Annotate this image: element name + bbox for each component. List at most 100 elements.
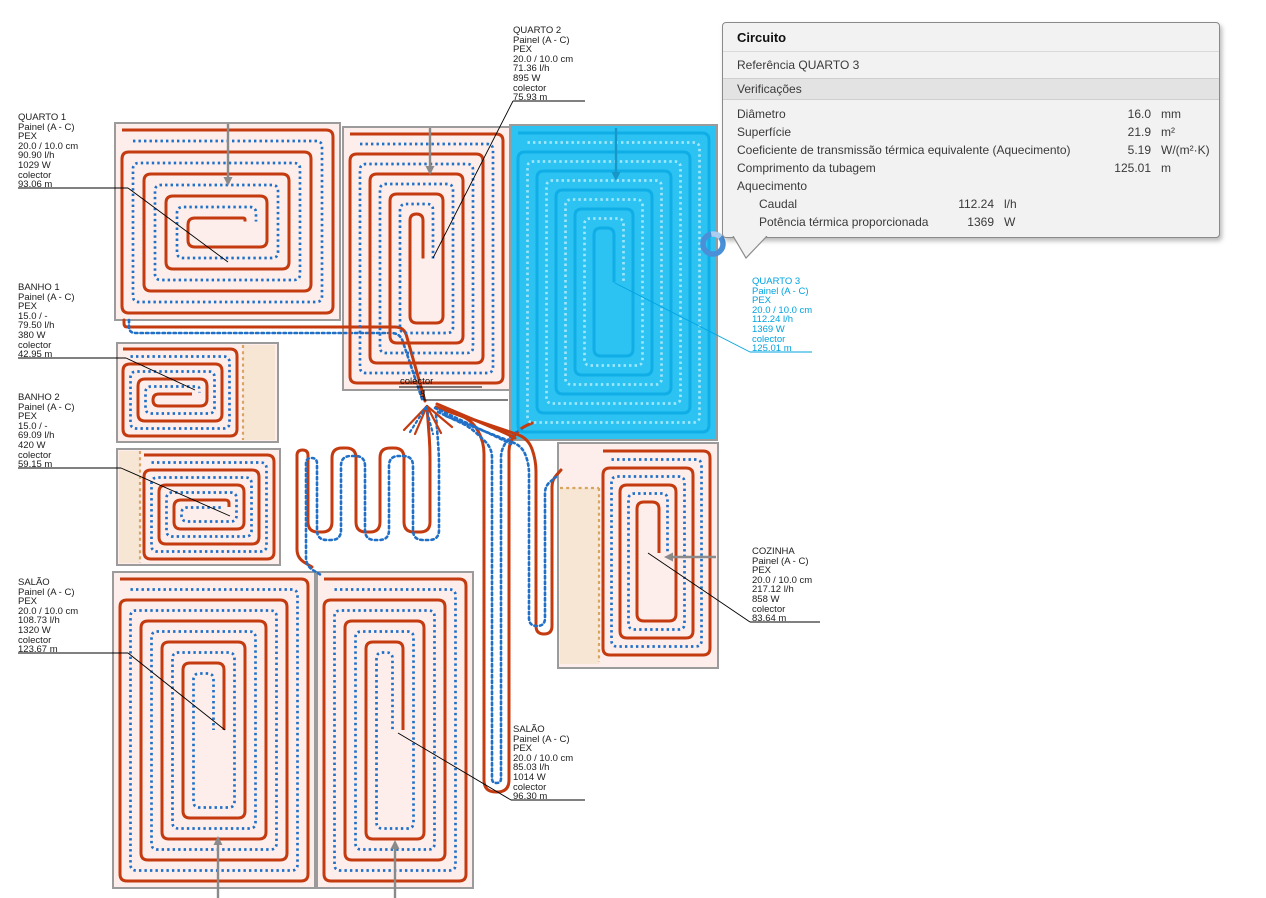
flow-arrow-head	[390, 840, 400, 849]
return-spiral-banho1	[129, 355, 231, 430]
return-pipe	[424, 405, 435, 436]
panel-row-value: 16.0	[1127, 107, 1151, 121]
room-label-salao-1[interactable]: SALÃO Painel (A - C) PEX 20.0 / 10.0 cm 108.…	[18, 578, 78, 655]
panel-row-value: 112.24	[958, 197, 994, 211]
room-label-line: 15.0 / -	[18, 420, 48, 432]
flow-arrow-head	[664, 552, 673, 562]
room-label-quarto-3[interactable]: QUARTO 3 Painel (A - C) PEX 20.0 / 10.0 cm 1…	[752, 277, 812, 354]
room-banho2[interactable]	[116, 448, 281, 566]
panel-row-value: 5.19	[1127, 143, 1151, 157]
supply-spiral-quarto2	[348, 132, 505, 385]
reference-label: Referência	[737, 58, 796, 72]
room-label-line: colector	[513, 781, 547, 793]
room-label-line: QUARTO 2	[513, 25, 562, 36]
panel-row-value: 1369	[967, 215, 994, 229]
room-label-line: 59.15 m	[18, 459, 53, 471]
room-label-line: PEX	[513, 743, 533, 755]
room-label-line: Painel (A - C)	[18, 401, 75, 413]
supply-pipe	[295, 405, 432, 569]
room-label-line: PEX	[18, 131, 38, 143]
collector-number[interactable]: 8	[420, 389, 426, 400]
flow-arrow-head	[425, 166, 435, 175]
return-spiral-quarto1	[131, 139, 324, 304]
panel-row-unit: mm	[1161, 107, 1181, 121]
return-spiral-quarto3	[526, 141, 701, 424]
collector-label[interactable]: colector	[400, 376, 434, 387]
room-label-line: 69.09 l/h	[18, 430, 55, 442]
room-label-line: BANHO 2	[18, 392, 60, 403]
panel-row-unit: m	[1161, 161, 1171, 175]
room-label-line: 93.06 m	[18, 179, 53, 191]
collector-bracket	[423, 390, 508, 401]
return-pipe	[127, 318, 425, 404]
room-label-line: Painel (A - C)	[752, 555, 809, 567]
supply-spiral-quarto1	[120, 128, 335, 315]
leader-line	[397, 732, 512, 801]
return-spiral-salao2	[333, 588, 457, 872]
leader-line	[127, 187, 229, 263]
leader-line	[432, 100, 514, 259]
room-label-line: 1369 W	[752, 323, 785, 335]
room-label-line: 20.0 / 10.0 cm	[752, 574, 813, 586]
panel-tail-pointer	[732, 236, 768, 259]
return-pipe	[304, 413, 441, 577]
flow-arrow-head	[213, 836, 223, 845]
panel-rows: Diâmetro 16.0 mm Superfície 21.9 m² Coeficient…	[723, 105, 1219, 177]
supply-spiral-banho1	[121, 347, 239, 438]
room-label-line: colector	[18, 339, 52, 351]
panel-row-label: Superfície	[737, 125, 792, 139]
supply-spiral-cozinha	[601, 449, 712, 657]
panel-subrows: Caudal 112.24 l/h Potência térmica proporci…	[723, 195, 1219, 231]
room-label-line: colector	[18, 169, 52, 181]
return-spiral-salao1	[129, 588, 299, 872]
panel-row-label: Potência térmica proporcionada	[759, 215, 929, 229]
room-label-line: 217.12 l/h	[752, 584, 794, 596]
room-label-line: PEX	[18, 411, 38, 423]
room-label-line: PEX	[752, 295, 772, 307]
room-label-line: 20.0 / 10.0 cm	[513, 752, 574, 764]
unheated-zone	[243, 345, 275, 440]
room-label-line: PEX	[18, 301, 38, 313]
supply-spiral-salao2	[322, 577, 468, 883]
supply-pipe	[425, 404, 454, 429]
room-label-banho-2[interactable]: BANHO 2 Painel (A - C) PEX 15.0 / -69.09 l/…	[18, 393, 75, 470]
leader-line	[125, 357, 196, 391]
room-label-line: 90.90 l/h	[18, 150, 55, 162]
room-label-quarto-1[interactable]: QUARTO 1 Painel (A - C) PEX 20.0 / 10.0 cm 9…	[18, 113, 78, 190]
room-label-line: 420 W	[18, 439, 46, 451]
room-label-line: 20.0 / 10.0 cm	[752, 304, 813, 316]
room-label-line: 1014 W	[513, 771, 546, 783]
room-label-line: 895 W	[513, 72, 541, 84]
panel-row-label: Comprimento da tubagem	[737, 161, 876, 175]
panel-section-header: Verificações	[723, 78, 1219, 100]
room-label-line: 20.0 / 10.0 cm	[18, 605, 79, 617]
room-label-salao-2[interactable]: SALÃO Painel (A - C) PEX 20.0 / 10.0 cm 85.0…	[513, 725, 573, 802]
unheated-zone	[119, 451, 140, 563]
room-label-line: 1029 W	[18, 159, 51, 171]
room-label-line: 15.0 / -	[18, 310, 48, 322]
room-label-line: 112.24 l/h	[752, 314, 794, 326]
supply-spiral-quarto3	[516, 131, 711, 434]
return-pipe	[444, 414, 558, 628]
room-label-cozinha[interactable]: COZINHA Painel (A - C) PEX 20.0 / 10.0 cm 21…	[752, 547, 812, 624]
panel-row-unit: W/(m²·K)	[1161, 143, 1210, 157]
room-label-line: SALÃO	[513, 724, 545, 735]
room-label-line: 1320 W	[18, 624, 51, 636]
room-label-line: 96.30 m	[513, 791, 548, 803]
room-label-line: PEX	[752, 565, 772, 577]
room-label-banho-1[interactable]: BANHO 1 Painel (A - C) PEX 15.0 / -79.50 l/…	[18, 283, 75, 360]
room-label-line: colector	[752, 603, 786, 615]
room-label-line: colector	[752, 333, 786, 345]
room-label-line: SALÃO	[18, 577, 50, 588]
room-label-line: 75.93 m	[513, 92, 548, 104]
panel-property-row: Coeficiente de transmissão térmica equiv…	[723, 141, 1219, 159]
room-salao1[interactable]	[112, 571, 316, 889]
room-label-line: COZINHA	[752, 546, 795, 557]
supply-pipe	[435, 402, 517, 440]
return-spiral-cozinha	[610, 458, 703, 648]
reference-value: QUARTO 3	[798, 58, 860, 72]
room-label-quarto-2[interactable]: QUARTO 2 Painel (A - C) PEX 20.0 / 10.0 cm 7…	[513, 26, 573, 103]
